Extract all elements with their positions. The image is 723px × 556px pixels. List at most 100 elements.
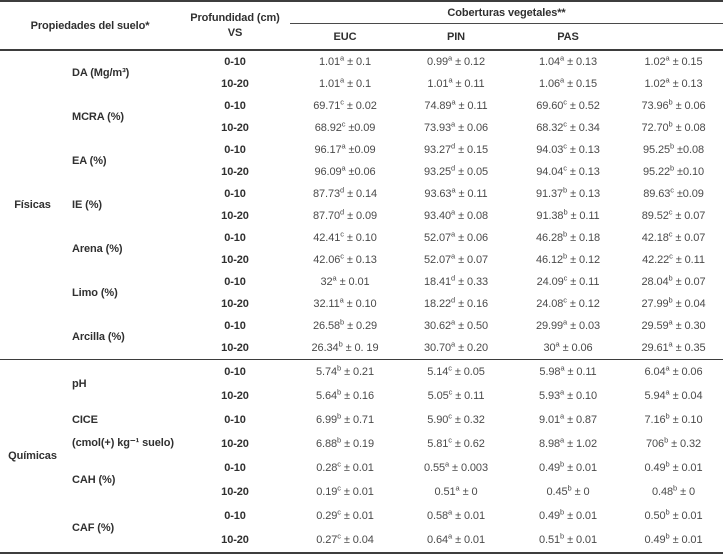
measurement-error: ±0.09 (345, 122, 376, 134)
measurement-cell: 52.07a ± 0.07 (400, 249, 512, 271)
measurement-error: ± 0.07 (455, 254, 488, 266)
measurement-error: ± 0.15 (455, 144, 488, 156)
significance-letter: b (340, 317, 345, 327)
measurement-value: 93.25 (424, 166, 452, 178)
measurement-error: ± 0.13 (567, 188, 600, 200)
property-label-line: Limo (%) (72, 286, 118, 299)
measurement-cell: 28.04b ± 0.07 (624, 271, 723, 293)
measurement-cell: 73.93a ± 0.06 (400, 117, 512, 139)
significance-letter: a (451, 251, 456, 261)
measurement-value: 29.59 (641, 320, 669, 332)
depth-header-line2: VS (227, 26, 243, 39)
significance-letter: b (664, 435, 669, 445)
property-label: MCRA (%) (65, 95, 180, 139)
measurement-error: ± 0.10 (343, 298, 377, 310)
significance-letter: a (665, 53, 670, 63)
measurement-error: ± 0.01 (669, 534, 703, 546)
significance-letter: b (337, 411, 342, 421)
measurement-value: 18.41 (424, 276, 452, 288)
measurement-cell: 24.09c ± 0.11 (512, 271, 624, 293)
measurement-value: 32.11 (313, 298, 340, 310)
property-label: Arena (%) (65, 227, 180, 271)
measurement-error: ± 0.12 (452, 56, 485, 68)
property-label-line: EA (%) (72, 154, 107, 167)
depth-value: 10-20 (221, 78, 249, 90)
measurement-error: ± 0.04 (672, 298, 706, 310)
measurement-cell: 91.37b ± 0.13 (512, 183, 624, 205)
measurement-value: 87.73 (313, 188, 341, 200)
measurement-error: ± 0.01 (564, 510, 597, 522)
measurement-value: 5.93 (539, 390, 561, 402)
significance-letter: b (665, 507, 670, 517)
significance-letter: d (340, 185, 345, 195)
significance-letter: b (560, 459, 565, 469)
measurement-value: 1.01 (319, 56, 341, 68)
measurement-error: ± 0.18 (567, 232, 600, 244)
measurement-value: 72.70 (641, 122, 669, 134)
significance-letter: c (337, 459, 341, 469)
measurement-error: ± 0.10 (564, 390, 597, 402)
measurement-cell: 5.93a ± 0.10 (512, 384, 624, 408)
measurement-error: ± 0.16 (455, 298, 488, 310)
measurement-value: 0.49 (644, 462, 666, 474)
measurement-error: ± 0.01 (336, 276, 370, 288)
depth-value: 0-10 (224, 510, 246, 522)
measurement-cell: 94.04c ± 0.13 (512, 161, 624, 183)
measurement-error: ± 0.29 (344, 320, 377, 332)
significance-letter: c (669, 251, 673, 261)
significance-letter: a (451, 229, 456, 239)
table-row: 10-20 6.88b ± 0.19 5.81c ± 0.62 8.98a ± 1.0… (0, 432, 723, 456)
measurement-value: 52.07 (424, 254, 452, 266)
depth-value: 10-20 (221, 122, 249, 134)
measurement-value: 68.32 (536, 122, 564, 134)
measurement-error: ± 0.06 (559, 342, 593, 354)
measurement-error: ± 0.08 (455, 210, 488, 222)
measurement-value: 1.04 (539, 56, 561, 68)
depth-value: 0-10 (224, 320, 246, 332)
measurement-error: ± 0.13 (669, 78, 703, 90)
measurement-error: ± 0.21 (341, 366, 374, 378)
measurement-cell: 0.50b ± 0.01 (624, 504, 723, 528)
significance-letter: c (448, 435, 452, 445)
table-row: EA (%) 0-10 96.17a ±0.09 93.27d ± 0.15 94.03… (0, 139, 723, 166)
significance-letter: a (560, 435, 565, 445)
measurement-error: ± 0.01 (452, 534, 485, 546)
measurement-cell: 96.09a ±0.06 (290, 161, 400, 183)
column-header-fourth-empty (624, 24, 723, 51)
measurement-error: ± 1.02 (564, 438, 597, 450)
significance-letter: a (332, 273, 337, 283)
column-header-pas: PAS (557, 30, 579, 43)
measurement-value: 5.94 (644, 390, 666, 402)
significance-letter: a (448, 531, 453, 541)
measurement-error: ± 0.01 (564, 534, 597, 546)
property-label-line: IE (%) (72, 198, 102, 211)
measurement-value: 96.09 (314, 166, 342, 178)
measurement-cell: 68.92c ±0.09 (290, 117, 400, 139)
measurement-error: ± 0.003 (449, 462, 488, 474)
measurement-cell: 74.89a ± 0.11 (400, 95, 512, 117)
measurement-value: 0.51 (434, 486, 456, 498)
measurement-error: ± 0.13 (564, 56, 597, 68)
measurement-value: 93.40 (424, 210, 452, 222)
measurement-cell: 30.62a ± 0.50 (400, 315, 512, 337)
significance-letter: a (665, 363, 670, 373)
significance-letter: a (560, 75, 565, 85)
measurement-value: 29.61 (641, 342, 669, 354)
measurement-value: 32 (320, 276, 333, 288)
table-row: 10-20 42.06c ± 0.13 52.07a ± 0.07 46.12b ± … (0, 249, 723, 271)
measurement-cell: 0.19c ± 0.01 (290, 480, 400, 504)
property-label: DA (Mg/m³) (65, 50, 180, 95)
measurement-error: ±0.09 (345, 144, 376, 156)
measurement-value: 68.92 (314, 122, 342, 134)
table-body: Físicas DA (Mg/m³) 0-10 1.01a ± 0.1 0.99a ± … (0, 50, 723, 553)
measurement-error: ± 0.12 (566, 298, 600, 310)
significance-letter: b (665, 411, 670, 421)
measurement-error: ± 0.06 (455, 232, 488, 244)
significance-letter: b (668, 119, 673, 129)
table-row: IE (%) 0-10 87.73d ± 0.14 93.63a ± 0.11 91.3… (0, 183, 723, 210)
significance-letter: a (560, 53, 565, 63)
measurement-value: 30.70 (424, 342, 452, 354)
measurement-cell: 89.52c ± 0.07 (624, 205, 723, 227)
measurement-cell: 30.70a ± 0.20 (400, 337, 512, 360)
